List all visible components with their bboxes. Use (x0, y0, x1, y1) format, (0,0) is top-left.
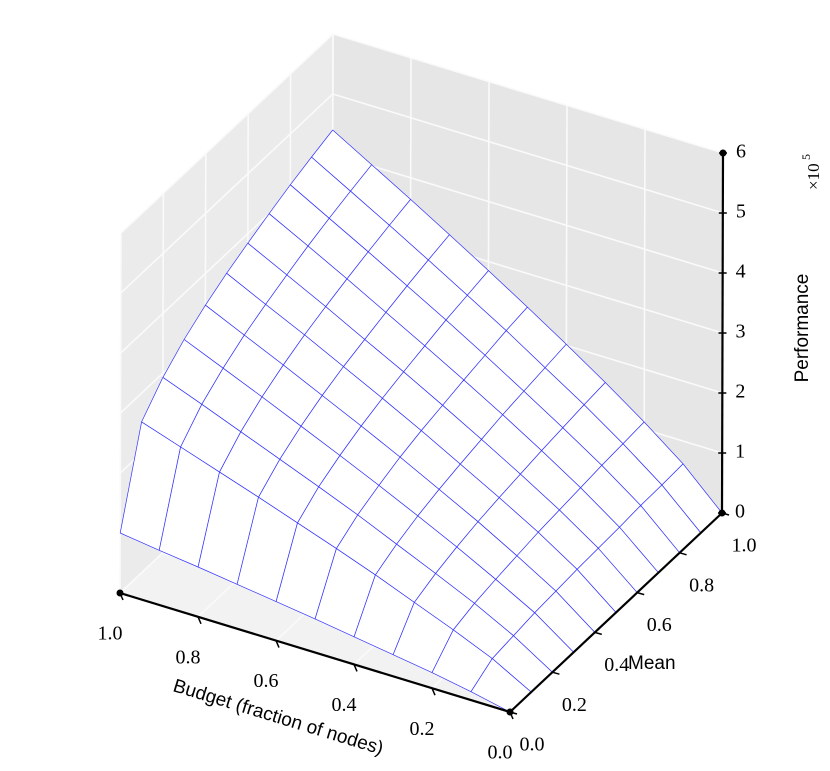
y-tick-label: 1.0 (732, 535, 757, 557)
x-tick (431, 687, 436, 696)
x-axis (119, 591, 511, 714)
grid-line (120, 93, 724, 294)
z-tick-label: 2 (735, 381, 745, 403)
x-tick (275, 640, 280, 648)
y-tick-label: 0.6 (647, 614, 672, 636)
y-tick-label: 0.8 (689, 574, 714, 596)
x-tick (119, 592, 124, 601)
z-multiplier-base: ×10 (804, 163, 823, 190)
x-tick-label: 0.2 (410, 718, 435, 740)
y-axis-label: Mean (628, 653, 676, 674)
grid-line (120, 33, 724, 234)
y-tick-label: 0.4 (604, 654, 629, 676)
z-tick-label: 4 (736, 261, 746, 283)
x-tick (353, 664, 358, 672)
y-tick (594, 631, 603, 636)
x-tick (509, 711, 514, 720)
z-tick-label: 6 (736, 141, 746, 163)
x-tick-label: 0.4 (332, 694, 357, 716)
x-tick-label: 1.0 (98, 623, 123, 645)
x-tick-label: 0.6 (254, 670, 279, 692)
y-tick-label: 0.2 (562, 694, 587, 716)
z-tick-label: 0 (735, 501, 745, 523)
z-multiplier-exponent: 5 (799, 154, 813, 160)
y-tick (636, 591, 645, 596)
y-axis (509, 512, 723, 713)
z-axis-label: Performance (792, 274, 813, 383)
y-tick (552, 671, 560, 675)
x-tick (197, 616, 202, 625)
z-tick-label: 5 (736, 201, 746, 223)
z-multiplier: ×10 5 (799, 154, 823, 190)
x-tick-label: 0.8 (176, 646, 201, 668)
y-tick (679, 552, 687, 556)
z-tick-label: 3 (736, 321, 746, 343)
x-tick-label: 0.0 (488, 742, 513, 764)
y-tick (509, 711, 518, 715)
z-tick-label: 1 (735, 441, 745, 463)
y-tick-label: 0.0 (520, 734, 545, 756)
